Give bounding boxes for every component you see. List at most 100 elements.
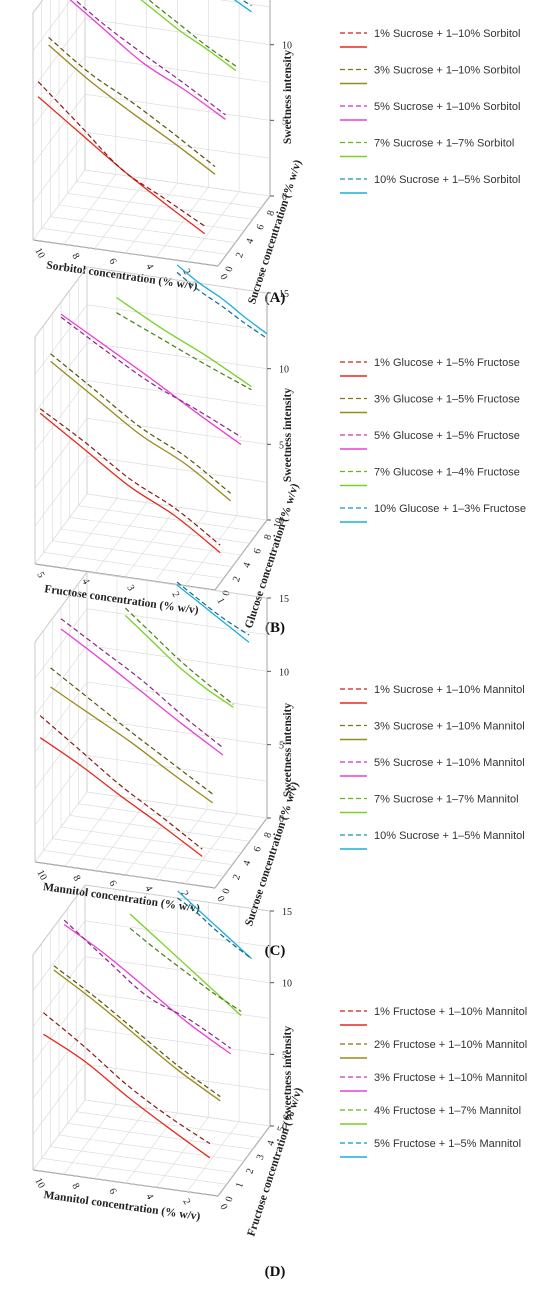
series-line-predicted bbox=[116, 296, 252, 388]
legend: 1% Fructose + 1–10% Mannitol 2% Fructose … bbox=[340, 1006, 527, 1158]
y-tick-label: 4 bbox=[265, 1139, 277, 1147]
series-line-observed bbox=[124, 607, 234, 705]
x-tick-label: 2 bbox=[169, 590, 181, 600]
z-tick-label: 0 bbox=[282, 192, 287, 203]
grid-line bbox=[78, 505, 259, 532]
grid-line bbox=[34, 563, 216, 591]
panel-c: 10 8 6 4 2 0 0 2 4 6 8 0 5 10 15 Mannitol concentration… bbox=[0, 571, 550, 969]
series-line-predicted bbox=[39, 412, 221, 554]
grid-line bbox=[69, 517, 250, 544]
legend-label: 1% Sucrose + 1–10% Mannitol bbox=[374, 684, 525, 696]
y-tick-labels: 0 2 4 6 8 bbox=[224, 209, 278, 273]
x-tick-label: 10 bbox=[32, 246, 46, 260]
gridlines bbox=[34, 266, 268, 591]
legend-label: 3% Glucose + 1–5% Fructose bbox=[374, 394, 520, 406]
series-lines bbox=[39, 581, 250, 857]
x-tick-label: 1 bbox=[214, 596, 226, 606]
z-tick-label: 5 bbox=[279, 741, 284, 752]
z-tick-label: 0 bbox=[279, 814, 284, 825]
series-line-predicted bbox=[176, 264, 268, 335]
grid-line bbox=[34, 861, 216, 889]
legend-label: 3% Fructose + 1–10% Mannitol bbox=[374, 1072, 527, 1084]
y-tick-label: 5 bbox=[276, 1125, 288, 1133]
legend-label: 10% Sucrose + 1–5% Mannitol bbox=[374, 830, 525, 842]
series-line-predicted bbox=[69, 0, 226, 120]
grid-line bbox=[43, 552, 224, 579]
series-line-observed bbox=[63, 919, 232, 1049]
series-lines bbox=[43, 890, 252, 1159]
x-tick-label: 6 bbox=[106, 1187, 118, 1197]
y-tick-labels: 0 1 2 3 4 5 bbox=[224, 1125, 288, 1203]
legend-label: 5% Fructose + 1–5% Mannitol bbox=[374, 1138, 521, 1150]
y-axis-title: Sucrose concentration (% w/v) bbox=[246, 158, 304, 305]
x-tick-label: 3 bbox=[124, 583, 136, 593]
x-tick-label: 2 bbox=[178, 889, 190, 899]
y-tick-label: 2 bbox=[231, 575, 243, 583]
series-line-predicted bbox=[37, 96, 206, 235]
series-line-predicted bbox=[233, 0, 252, 13]
grid-line bbox=[76, 181, 262, 208]
series-line-observed bbox=[176, 271, 268, 339]
x-tick-label: 4 bbox=[143, 1192, 155, 1202]
x-tick-label: 2 bbox=[180, 1197, 192, 1207]
series-line-predicted bbox=[60, 628, 224, 756]
series-line-observed bbox=[148, 0, 237, 67]
x-tick-label: 10 bbox=[34, 868, 48, 882]
grid-line bbox=[84, 169, 271, 197]
grid-line bbox=[67, 1123, 253, 1150]
y-tick-label: 0 bbox=[224, 265, 236, 273]
x-tick-label: 6 bbox=[106, 879, 118, 889]
x-axis-title: Sorbitol concentration (% w/v) bbox=[46, 259, 199, 292]
y-tick-labels: 0 2 4 6 8 bbox=[221, 831, 275, 895]
series-lines bbox=[37, 0, 252, 235]
series-line-observed bbox=[129, 927, 242, 1012]
z-tick-label: 10 bbox=[279, 667, 289, 678]
x-tick-label: 8 bbox=[69, 251, 81, 261]
y-tick-label: 4 bbox=[244, 237, 256, 245]
series-line-predicted bbox=[140, 0, 237, 72]
legend-label: 7% Glucose + 1–4% Fructose bbox=[374, 467, 520, 479]
grid-line bbox=[76, 1111, 262, 1138]
grid-line bbox=[84, 1099, 271, 1127]
y-tick-label: 0 bbox=[224, 1195, 236, 1203]
z-tick-label: 15 bbox=[279, 594, 289, 605]
legend: 1% Sucrose + 1–10% Sorbitol 3% Sucrose + … bbox=[340, 28, 520, 194]
series-line-predicted bbox=[60, 313, 242, 446]
x-tick-label: 4 bbox=[142, 884, 154, 894]
y-tick-label: 3 bbox=[255, 1153, 267, 1161]
x-tick-label: 8 bbox=[69, 1181, 81, 1191]
series-line-observed bbox=[48, 36, 216, 168]
grid-line bbox=[78, 803, 259, 830]
z-axis-title: Sweetness intensity bbox=[282, 703, 294, 797]
grid-line bbox=[67, 193, 253, 220]
grid-line bbox=[32, 1169, 219, 1197]
grid-line bbox=[41, 1158, 227, 1185]
y-tick-label: 4 bbox=[241, 859, 253, 867]
legend-label: 1% Sucrose + 1–10% Sorbitol bbox=[374, 28, 520, 40]
legend-label: 3% Sucrose + 1–10% Mannitol bbox=[374, 721, 525, 733]
legend: 1% Glucose + 1–5% Fructose 3% Glucose + 1… bbox=[340, 357, 526, 523]
panel-label-c: (C) bbox=[264, 943, 286, 959]
series-line-observed bbox=[43, 1012, 211, 1145]
y-tick-label: 2 bbox=[231, 873, 243, 881]
x-tick-label: 10 bbox=[32, 1176, 46, 1190]
y-axis-title: Glucose concentration (% w/v) bbox=[243, 482, 301, 630]
grid-line bbox=[41, 228, 227, 255]
y-tick-labels: 0 2 4 6 8 10 bbox=[221, 517, 286, 598]
series-line-predicted bbox=[43, 1033, 211, 1159]
y-tick-label: 0 bbox=[221, 887, 233, 895]
z-tick-labels: 0 5 10 15 bbox=[267, 594, 289, 825]
y-tick-label: 6 bbox=[252, 547, 264, 555]
series-line-predicted bbox=[177, 890, 252, 960]
series-line-observed bbox=[116, 312, 252, 391]
series-lines bbox=[39, 264, 268, 554]
series-line-observed bbox=[176, 581, 250, 636]
y-tick-label: 2 bbox=[234, 251, 246, 259]
grid-line bbox=[52, 540, 233, 567]
z-tick-label: 5 bbox=[282, 116, 287, 127]
panel-label-a: (A) bbox=[264, 290, 286, 306]
x-tick-label: 5 bbox=[34, 570, 46, 580]
series-line-predicted bbox=[50, 686, 213, 804]
